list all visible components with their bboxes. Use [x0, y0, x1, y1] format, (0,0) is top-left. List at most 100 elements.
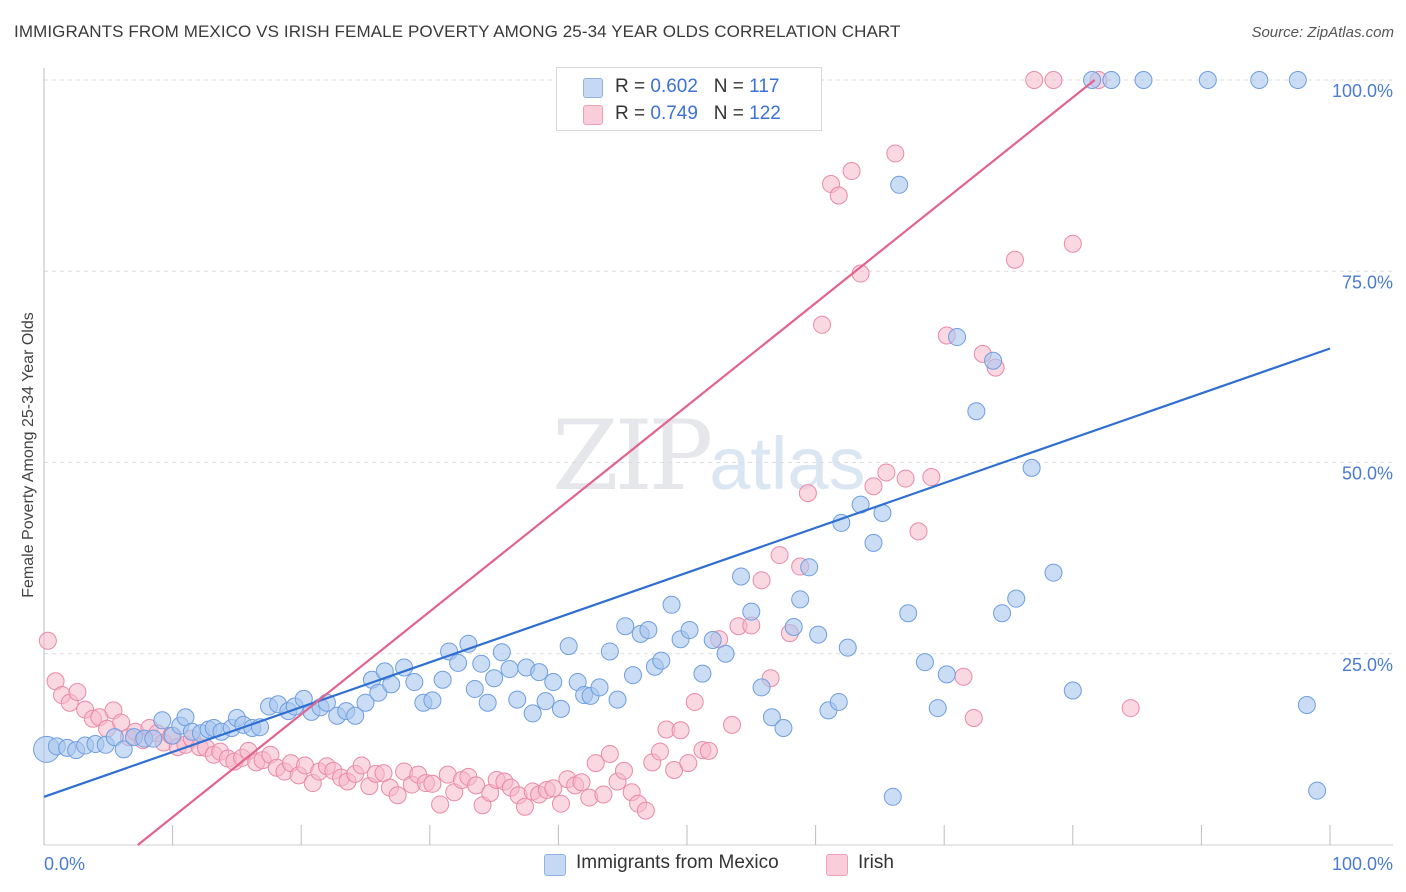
- mexico-point: [915, 653, 934, 672]
- mexico-point: [590, 678, 609, 697]
- mexico-point: [623, 666, 642, 685]
- mexico-point: [774, 718, 793, 737]
- grid-lines: [44, 79, 1393, 655]
- axes: [43, 68, 1393, 846]
- mexico-point: [809, 625, 828, 644]
- mexico-point: [937, 665, 956, 684]
- x-tick-label: 0.0%: [44, 854, 85, 874]
- legend-n-value: 122: [749, 103, 781, 124]
- mexico-point: [423, 691, 442, 710]
- legend-stats-irish: R = 0.749 N = 122: [615, 103, 781, 125]
- irish-point: [352, 756, 371, 775]
- irish-point: [922, 468, 941, 487]
- irish-point: [515, 797, 534, 816]
- irish-point: [685, 692, 704, 711]
- irish-point: [544, 779, 563, 798]
- irish-point: [586, 754, 605, 773]
- mexico-point: [1250, 71, 1269, 89]
- mexico-point: [1022, 458, 1041, 477]
- mexico-point: [472, 654, 491, 673]
- bottom-legend-swatch-mexico: [544, 854, 566, 876]
- irish-point: [600, 744, 619, 763]
- mexico-point: [369, 683, 388, 702]
- mexico-point: [762, 708, 781, 727]
- irish-point: [614, 761, 633, 780]
- irish-point: [877, 463, 896, 482]
- irish-point: [1063, 234, 1082, 253]
- irish-point: [964, 709, 983, 728]
- mexico-point: [405, 673, 424, 692]
- mexico-point: [662, 595, 681, 614]
- mexico-point: [551, 699, 570, 718]
- irish-trendline: [137, 79, 1096, 846]
- irish-point: [1044, 71, 1063, 89]
- mexico-point: [1308, 781, 1327, 800]
- y-tick-label: 50.0%: [1342, 464, 1393, 484]
- mexico-point: [523, 704, 542, 723]
- mexico-point: [732, 567, 751, 586]
- irish-point: [752, 571, 771, 590]
- mexico-point: [993, 604, 1012, 623]
- legend-swatch-mexico: [583, 78, 603, 98]
- mexico-point: [356, 693, 375, 712]
- irish-point: [636, 801, 655, 820]
- mexico-point: [114, 740, 133, 759]
- y-axis-label: Female Poverty Among 25-34 Year Olds: [20, 312, 37, 598]
- mexico-point: [829, 692, 848, 711]
- irish-point: [896, 469, 915, 488]
- mexico-point: [433, 670, 452, 689]
- mexico-points: [33, 71, 1327, 806]
- axis-labels: Female Poverty Among 25-34 Year Olds 25.…: [20, 81, 1393, 874]
- mexico-point: [1102, 71, 1121, 89]
- y-tick-label: 25.0%: [1342, 655, 1393, 675]
- mexico-point: [600, 642, 619, 661]
- mexico-point: [838, 638, 857, 657]
- bottom-legend-label-irish: Irish: [858, 852, 894, 873]
- mexico-point: [492, 643, 511, 662]
- mexico-point: [890, 175, 909, 194]
- irish-point: [829, 186, 848, 205]
- irish-point: [594, 785, 613, 804]
- legend-n-label: N =: [713, 76, 744, 97]
- irish-point: [671, 721, 690, 740]
- mexico-point: [791, 590, 810, 609]
- irish-points: [38, 71, 1140, 820]
- mexico-point: [1134, 71, 1153, 89]
- mexico-point: [449, 653, 468, 672]
- legend-stats-mexico: R = 0.602 N = 117: [615, 76, 779, 98]
- mexico-point: [105, 728, 124, 747]
- mexico-point: [800, 558, 819, 577]
- mexico-point: [864, 533, 883, 552]
- irish-point: [1025, 71, 1044, 89]
- mexico-point: [485, 669, 504, 688]
- irish-point: [38, 631, 57, 650]
- mexico-point: [153, 711, 172, 730]
- irish-point: [813, 315, 832, 334]
- irish-point: [864, 477, 883, 496]
- mexico-point: [680, 621, 699, 640]
- mexico-point: [1288, 71, 1307, 89]
- irish-point: [572, 773, 591, 792]
- mexico-point: [742, 602, 761, 621]
- mexico-point: [1063, 681, 1082, 700]
- mexico-point: [899, 604, 918, 623]
- irish-point: [886, 144, 905, 163]
- irish-point: [551, 794, 570, 813]
- x-tick-label: 100.0%: [1332, 854, 1393, 874]
- mexico-point: [508, 690, 527, 709]
- irish-point: [467, 776, 486, 795]
- mexico-point: [608, 690, 627, 709]
- mexico-point: [478, 693, 497, 712]
- irish-point: [679, 754, 698, 773]
- source-label: Source: ZipAtlas.com: [1251, 24, 1394, 41]
- irish-point: [723, 715, 742, 734]
- mexico-point: [530, 663, 549, 682]
- legend-r-value: 0.602: [650, 76, 698, 97]
- trend-lines: [43, 79, 1331, 846]
- irish-point: [842, 162, 861, 181]
- irish-point: [798, 484, 817, 503]
- chart-title: IMMIGRANTS FROM MEXICO VS IRISH FEMALE P…: [14, 22, 901, 41]
- mexico-point: [544, 673, 563, 692]
- irish-point: [909, 522, 928, 541]
